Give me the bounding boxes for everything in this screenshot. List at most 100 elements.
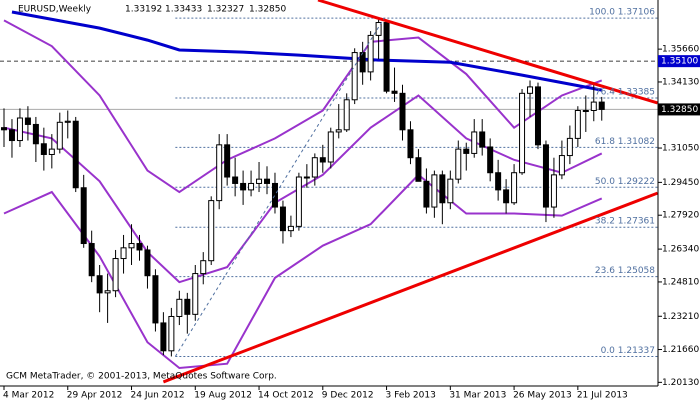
overlay-line	[317, 0, 658, 105]
fib-label: 23.6 1.25058	[595, 266, 655, 276]
candle-body	[16, 117, 23, 142]
overlay-line	[3, 173, 603, 370]
x-tick-label: 26 May 2013	[513, 391, 572, 401]
price-box	[658, 103, 700, 116]
candle-body	[375, 22, 382, 36]
candle-body	[574, 110, 581, 139]
candle-body	[335, 129, 342, 133]
fib-label: 61.8 1.31082	[595, 137, 655, 147]
overlay-line	[3, 19, 603, 194]
candle-body	[232, 176, 239, 184]
candle-body	[407, 129, 414, 159]
x-tick-label: 14 Oct 2012	[258, 391, 314, 401]
candle-body	[112, 258, 119, 292]
candle-body	[80, 187, 87, 245]
candle-body	[519, 92, 526, 174]
candle-body	[527, 86, 534, 94]
candle-body	[598, 101, 605, 110]
y-tick-label: 1.29450	[662, 178, 699, 188]
fib-label: 50.0 1.29222	[595, 177, 655, 187]
candle-body	[550, 174, 557, 208]
x-tick-label: 31 Mar 2013	[449, 391, 506, 401]
y-tick-label: 1.20130	[662, 378, 699, 388]
candle-body	[447, 178, 454, 204]
candle-body	[439, 174, 446, 204]
candle-body	[279, 206, 286, 232]
y-tick-label: 1.27920	[662, 211, 699, 221]
candle-body	[64, 120, 71, 123]
candle-body	[32, 123, 39, 145]
candle-body	[264, 178, 271, 184]
candle-body	[503, 189, 510, 204]
candle-body	[423, 180, 430, 208]
plot-area	[0, 0, 658, 384]
x-tick-label: 4 Mar 2012	[3, 391, 54, 401]
price-label: 1.32850	[661, 105, 698, 115]
candle-body	[271, 182, 278, 208]
x-tick-label: 29 Apr 2012	[67, 391, 123, 401]
candle-body	[96, 275, 103, 294]
candle-body	[88, 243, 95, 277]
candle-body	[479, 131, 486, 148]
candle-body	[295, 176, 302, 227]
y-tick-label: 1.34130	[662, 77, 699, 87]
candle-body	[367, 34, 374, 73]
candle-body	[216, 144, 223, 202]
candle-body	[24, 117, 31, 125]
candle-body	[40, 143, 47, 155]
candle-body	[200, 260, 207, 275]
x-tick-label: 19 Aug 2012	[194, 391, 252, 401]
level-label: 1.35100	[661, 57, 698, 67]
fib-label: 0.0 1.21337	[601, 346, 655, 356]
x-tick-label: 21 Jul 2013	[577, 391, 628, 401]
candle-body	[256, 178, 263, 184]
candle-body	[240, 182, 247, 191]
header-value: 1.32327	[207, 5, 244, 15]
candle-body	[582, 110, 589, 113]
candle-body	[303, 176, 310, 179]
overlay-line	[174, 17, 385, 357]
y-tick-label: 1.24810	[662, 277, 699, 287]
candle-body	[208, 200, 215, 262]
level-box	[658, 55, 700, 68]
chart-title: EURUSD,Weekly	[18, 5, 92, 15]
candle-body	[287, 225, 294, 232]
candle-body	[351, 52, 358, 101]
candle-body	[487, 146, 494, 174]
candle-body	[152, 275, 159, 324]
watermark: GCM MetaTrader, © 2001-2013, MetaQuotes …	[6, 372, 277, 382]
candle-body	[471, 131, 478, 154]
y-tick-label: 1.31050	[662, 144, 699, 154]
candle-body	[590, 101, 597, 112]
candle-body	[431, 174, 438, 208]
candle-body	[136, 243, 143, 251]
candle-body	[128, 243, 135, 249]
y-tick-label: 1.21660	[662, 345, 699, 355]
candle-body	[558, 155, 565, 176]
candle-body	[415, 157, 422, 182]
candle-body	[48, 148, 55, 155]
candle-body	[463, 148, 470, 154]
candle-body	[455, 148, 462, 180]
candle-body	[248, 182, 255, 191]
candle-body	[391, 90, 398, 94]
candle-body	[168, 315, 175, 352]
overlay-line	[11, 10, 603, 92]
candle-body	[534, 86, 541, 146]
candle-body	[319, 157, 326, 163]
candle-body	[1, 127, 7, 131]
candle-body	[383, 22, 390, 92]
candle-body	[104, 290, 111, 294]
candle-body	[542, 144, 549, 208]
candle-body	[359, 52, 366, 73]
candle-body	[160, 322, 167, 352]
header-value: 1.33192	[125, 5, 162, 15]
candle-body	[144, 249, 151, 277]
candle-body	[343, 99, 350, 131]
y-tick-label: 1.23210	[662, 312, 699, 322]
x-tick-label: 24 Jun 2012	[131, 391, 185, 401]
x-tick-label: 9 Dec 2012	[322, 391, 374, 401]
